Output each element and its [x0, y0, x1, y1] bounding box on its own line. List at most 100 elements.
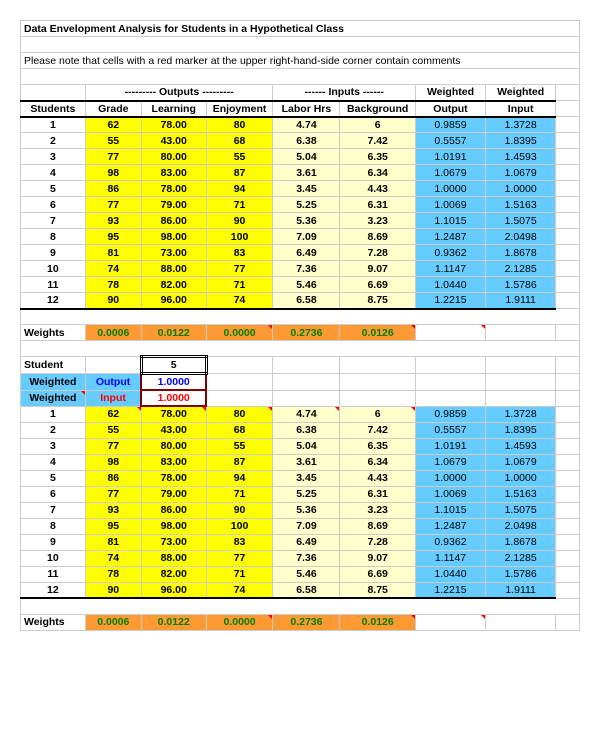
enjoyment-cell[interactable]: 77 — [206, 550, 273, 566]
labor-cell[interactable]: 5.04 — [273, 149, 340, 165]
background-cell[interactable]: 4.43 — [340, 181, 416, 197]
weight-background-1[interactable]: 0.0126 — [340, 325, 416, 341]
weighted-input-cell[interactable]: 1.8678 — [486, 245, 556, 261]
enjoyment-cell[interactable]: 80 — [206, 117, 273, 133]
student-id[interactable]: 1 — [21, 117, 86, 133]
grade-cell[interactable]: 90 — [85, 582, 141, 598]
grade-cell[interactable]: 74 — [85, 261, 141, 277]
grade-cell[interactable]: 74 — [85, 550, 141, 566]
weighted-input-cell[interactable]: 1.4593 — [486, 438, 556, 454]
grade-cell[interactable]: 78 — [85, 277, 141, 293]
grade-cell[interactable]: 98 — [85, 165, 141, 181]
labor-cell[interactable]: 5.36 — [273, 213, 340, 229]
labor-cell[interactable]: 4.74 — [273, 406, 340, 422]
learning-cell[interactable]: 86.00 — [141, 213, 206, 229]
learning-cell[interactable]: 88.00 — [141, 261, 206, 277]
weighted-output-cell[interactable]: 1.0069 — [415, 197, 485, 213]
learning-cell[interactable]: 82.00 — [141, 566, 206, 582]
learning-cell[interactable]: 43.00 — [141, 133, 206, 149]
learning-cell[interactable]: 88.00 — [141, 550, 206, 566]
student-id[interactable]: 12 — [21, 293, 86, 309]
weighted-input-cell[interactable]: 1.4593 — [486, 149, 556, 165]
learning-cell[interactable]: 98.00 — [141, 518, 206, 534]
student-id[interactable]: 3 — [21, 438, 86, 454]
labor-cell[interactable]: 3.61 — [273, 165, 340, 181]
background-cell[interactable]: 4.43 — [340, 470, 416, 486]
enjoyment-cell[interactable]: 100 — [206, 229, 273, 245]
labor-cell[interactable]: 5.04 — [273, 438, 340, 454]
weighted-output-cell[interactable]: 1.0191 — [415, 438, 485, 454]
weighted-input-cell[interactable]: 1.0679 — [486, 454, 556, 470]
weighted-input-cell[interactable]: 1.5786 — [486, 277, 556, 293]
weighted-input-cell[interactable]: 1.0679 — [486, 165, 556, 181]
weight-enjoyment-2[interactable]: 0.0000 — [206, 614, 273, 630]
learning-cell[interactable]: 78.00 — [141, 117, 206, 133]
weight-background-2[interactable]: 0.0126 — [340, 614, 416, 630]
weighted-output-cell[interactable]: 1.1015 — [415, 502, 485, 518]
weight-grade-1[interactable]: 0.0006 — [85, 325, 141, 341]
enjoyment-cell[interactable]: 74 — [206, 293, 273, 309]
student-id[interactable]: 3 — [21, 149, 86, 165]
enjoyment-cell[interactable]: 74 — [206, 582, 273, 598]
weighted-input-cell[interactable]: 2.1285 — [486, 261, 556, 277]
weighted-input-cell[interactable]: 2.0498 — [486, 229, 556, 245]
learning-cell[interactable]: 43.00 — [141, 422, 206, 438]
learning-cell[interactable]: 83.00 — [141, 165, 206, 181]
background-cell[interactable]: 9.07 — [340, 550, 416, 566]
labor-cell[interactable]: 5.25 — [273, 486, 340, 502]
weighted-input-value[interactable]: 1.0000 — [141, 390, 206, 406]
background-cell[interactable]: 8.69 — [340, 229, 416, 245]
weighted-input-cell[interactable]: 1.5075 — [486, 213, 556, 229]
enjoyment-cell[interactable]: 71 — [206, 277, 273, 293]
student-id[interactable]: 1 — [21, 406, 86, 422]
enjoyment-cell[interactable]: 83 — [206, 534, 273, 550]
weighted-output-cell[interactable]: 1.0191 — [415, 149, 485, 165]
enjoyment-cell[interactable]: 83 — [206, 245, 273, 261]
grade-cell[interactable]: 77 — [85, 149, 141, 165]
labor-cell[interactable]: 5.36 — [273, 502, 340, 518]
learning-cell[interactable]: 86.00 — [141, 502, 206, 518]
weighted-output-cell[interactable]: 0.9362 — [415, 245, 485, 261]
background-cell[interactable]: 7.42 — [340, 133, 416, 149]
learning-cell[interactable]: 73.00 — [141, 534, 206, 550]
background-cell[interactable]: 3.23 — [340, 502, 416, 518]
enjoyment-cell[interactable]: 55 — [206, 438, 273, 454]
labor-cell[interactable]: 7.09 — [273, 518, 340, 534]
student-id[interactable]: 12 — [21, 582, 86, 598]
learning-cell[interactable]: 80.00 — [141, 438, 206, 454]
weighted-output-cell[interactable]: 0.9362 — [415, 534, 485, 550]
weight-labor-1[interactable]: 0.2736 — [273, 325, 340, 341]
learning-cell[interactable]: 98.00 — [141, 229, 206, 245]
student-id[interactable]: 2 — [21, 422, 86, 438]
weighted-input-cell[interactable]: 1.0000 — [486, 181, 556, 197]
weighted-input-cell[interactable]: 1.9111 — [486, 582, 556, 598]
weighted-input-cell[interactable]: 1.5786 — [486, 566, 556, 582]
student-value[interactable]: 5 — [141, 357, 206, 374]
background-cell[interactable]: 3.23 — [340, 213, 416, 229]
background-cell[interactable]: 7.28 — [340, 245, 416, 261]
grade-cell[interactable]: 86 — [85, 470, 141, 486]
weighted-output-cell[interactable]: 1.0679 — [415, 454, 485, 470]
weighted-output-cell[interactable]: 1.0440 — [415, 566, 485, 582]
student-id[interactable]: 9 — [21, 534, 86, 550]
enjoyment-cell[interactable]: 55 — [206, 149, 273, 165]
weighted-input-cell[interactable]: 1.0000 — [486, 470, 556, 486]
labor-cell[interactable]: 6.38 — [273, 422, 340, 438]
enjoyment-cell[interactable]: 68 — [206, 422, 273, 438]
weighted-output-cell[interactable]: 1.2215 — [415, 293, 485, 309]
enjoyment-cell[interactable]: 87 — [206, 165, 273, 181]
labor-cell[interactable]: 6.38 — [273, 133, 340, 149]
grade-cell[interactable]: 93 — [85, 502, 141, 518]
learning-cell[interactable]: 79.00 — [141, 197, 206, 213]
learning-cell[interactable]: 79.00 — [141, 486, 206, 502]
learning-cell[interactable]: 73.00 — [141, 245, 206, 261]
enjoyment-cell[interactable]: 90 — [206, 502, 273, 518]
student-id[interactable]: 11 — [21, 566, 86, 582]
weighted-input-cell[interactable]: 1.8678 — [486, 534, 556, 550]
learning-cell[interactable]: 96.00 — [141, 582, 206, 598]
grade-cell[interactable]: 78 — [85, 566, 141, 582]
weighted-output-cell[interactable]: 1.2215 — [415, 582, 485, 598]
weight-grade-2[interactable]: 0.0006 — [85, 614, 141, 630]
enjoyment-cell[interactable]: 71 — [206, 486, 273, 502]
grade-cell[interactable]: 98 — [85, 454, 141, 470]
